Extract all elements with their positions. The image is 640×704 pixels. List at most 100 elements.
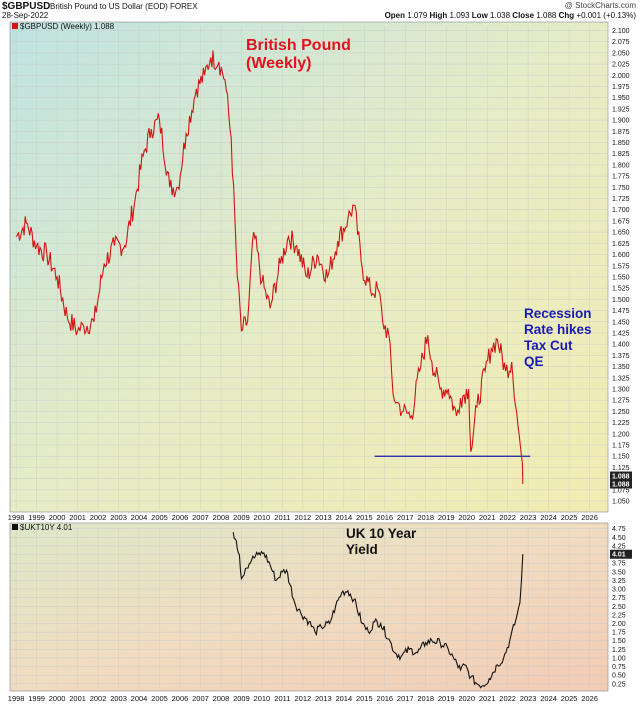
x-tick-label: 1999 [28, 694, 45, 703]
x-tick-label: 2013 [315, 694, 332, 703]
note-tax-cut: Tax Cut [524, 338, 573, 353]
note-rate-hikes: Rate hikes [524, 322, 592, 337]
price-panel-grid [10, 26, 608, 510]
x-tick-label: 2000 [49, 694, 66, 703]
yield-legend-text: $UKT10Y 4.01 [20, 523, 73, 532]
x-tick-label: 2008 [213, 513, 230, 522]
x-tick-label: 2022 [499, 513, 516, 522]
x-tick-label: 2019 [438, 513, 455, 522]
yield-x-axis-labels: 1998 1999 2000 2001 2002 2003 2004 2005 2006 2007… [8, 694, 598, 703]
x-tick-label: 2024 [540, 513, 557, 522]
x-tick-label: 2009 [233, 513, 250, 522]
y-tick-label: 4.50 [612, 535, 626, 542]
y-tick-label: 1.375 [612, 353, 630, 360]
x-tick-label: 2025 [561, 694, 578, 703]
y-tick-label: 1.725 [612, 196, 630, 203]
y-tick-label: 1.900 [612, 118, 630, 125]
y-tick-label: 1.575 [612, 263, 630, 270]
high-label: High [429, 11, 448, 20]
chg-value: +0.001 (+0.13%) [576, 11, 636, 20]
price-legend-text: $GBPUSD (Weekly) 1.088 [20, 22, 115, 31]
x-tick-label: 1998 [8, 513, 25, 522]
x-tick-label: 2009 [233, 694, 250, 703]
y-tick-label: 1.250 [612, 409, 630, 416]
price-panel-background [9, 21, 609, 513]
y-tick-label: 1.325 [612, 375, 630, 382]
open-value: 1.079 [407, 11, 428, 20]
y-tick-label: 1.450 [612, 319, 630, 326]
x-tick-label: 2021 [479, 694, 496, 703]
ohlc-readout: Open 1.079 High 1.093 Low 1.038 Close 1.… [385, 11, 636, 20]
y-tick-label: 2.100 [612, 28, 630, 35]
y-tick-label: 1.175 [612, 443, 630, 450]
yield-panel-grid [10, 527, 608, 689]
x-tick-label: 2015 [356, 694, 373, 703]
note-recession: Recession [524, 306, 592, 321]
x-tick-label: 2017 [397, 513, 414, 522]
yield-panel-background [9, 522, 609, 692]
x-tick-label: 2014 [335, 513, 352, 522]
y-tick-label: 3.50 [612, 569, 626, 576]
y-tick-label: 1.975 [612, 84, 630, 91]
y-tick-label: 1.350 [612, 364, 630, 371]
y-tick-label: 2.25 [612, 612, 626, 619]
note-qe: QE [524, 354, 544, 369]
y-tick-label: 1.75 [612, 630, 626, 637]
x-tick-label: 2004 [131, 694, 148, 703]
y-tick-label: 1.225 [612, 420, 630, 427]
uk10y-yield-line [232, 532, 524, 689]
y-tick-label: 1.700 [612, 207, 630, 214]
x-tick-label: 2016 [376, 694, 393, 703]
y-tick-label: 2.050 [612, 50, 630, 57]
x-tick-label: 2010 [254, 513, 271, 522]
y-tick-label: 2.50 [612, 604, 626, 611]
chg-label: Chg [558, 11, 575, 20]
x-tick-label: 2011 [274, 694, 290, 703]
open-label: Open [384, 11, 406, 20]
x-tick-label: 2007 [192, 694, 209, 703]
y-tick-label: 1.550 [612, 274, 630, 281]
y-tick-label: 2.000 [612, 73, 630, 80]
x-tick-label: 2000 [49, 513, 66, 522]
x-tick-label: 2018 [417, 513, 434, 522]
x-tick-label: 2021 [479, 513, 496, 522]
x-tick-label: 2023 [520, 694, 537, 703]
price-last-value-tag-2: 1.088 [610, 471, 632, 481]
x-tick-label: 2020 [458, 513, 475, 522]
y-tick-label: 2.075 [612, 39, 630, 46]
x-tick-label: 2026 [581, 513, 598, 522]
x-tick-label: 2010 [254, 694, 271, 703]
x-tick-label: 2001 [69, 513, 86, 522]
y-tick-label: 4.25 [612, 543, 626, 550]
y-tick-label: 1.300 [612, 387, 630, 394]
x-tick-label: 2014 [335, 694, 352, 703]
y-tick-label: 1.00 [612, 655, 626, 662]
x-tick-label: 1999 [28, 513, 45, 522]
y-tick-label: 1.525 [612, 286, 630, 293]
y-tick-label: 1.875 [612, 129, 630, 136]
close-value: 1.088 [536, 11, 557, 20]
x-tick-label: 2013 [315, 513, 332, 522]
yield-last-value-text: 4.01 [612, 552, 626, 559]
x-tick-label: 2008 [213, 694, 230, 703]
y-tick-label: 1.475 [612, 308, 630, 315]
chart-date: 28-Sep-2022 [2, 11, 49, 20]
y-tick-label: 1.950 [612, 95, 630, 102]
gbpusd-price-line [15, 50, 524, 485]
price-legend: $GBPUSD (Weekly) 1.088 [12, 22, 115, 31]
x-tick-label: 2015 [356, 513, 373, 522]
y-tick-label: 1.425 [612, 330, 630, 337]
yield-y-ticks: 4.754.504.254.003.753.503.253.002.752.50… [612, 526, 626, 688]
y-tick-label: 1.650 [612, 230, 630, 237]
y-tick-label: 2.025 [612, 62, 630, 69]
y-tick-label: 1.625 [612, 241, 630, 248]
price-legend-swatch [12, 23, 18, 29]
symbol: $GBPUSD [2, 1, 51, 12]
x-tick-label: 2005 [151, 694, 168, 703]
x-tick-label: 2007 [192, 513, 209, 522]
x-tick-label: 2006 [172, 513, 189, 522]
y-tick-label: 1.50 [612, 638, 626, 645]
x-tick-label: 2022 [499, 694, 516, 703]
yield-annotation-line2: Yield [346, 542, 378, 557]
watermark: @ StockCharts.com [564, 1, 636, 10]
